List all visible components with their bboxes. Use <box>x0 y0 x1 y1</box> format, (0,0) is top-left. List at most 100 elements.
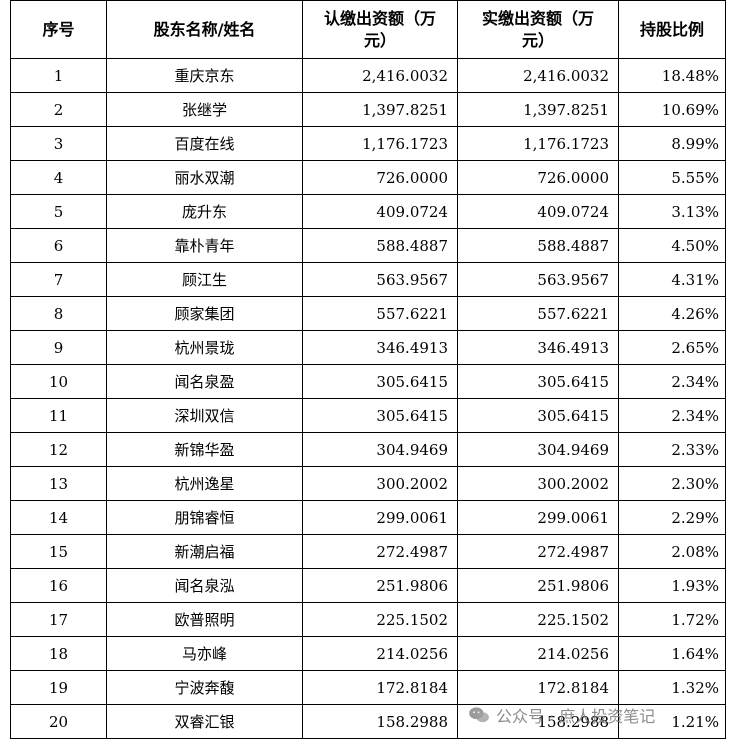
row-shareholding-ratio: 1.72% <box>618 602 726 637</box>
row-shareholding-ratio: 18.48% <box>618 58 726 93</box>
row-shareholding-ratio: 1.21% <box>618 704 726 739</box>
row-index: 3 <box>10 126 107 161</box>
row-shareholder-name: 闻名泉盈 <box>106 364 303 399</box>
row-index: 19 <box>10 670 107 705</box>
table-row: 11 深圳双信 305.6415 305.6415 2.34% <box>10 398 726 433</box>
row-index: 11 <box>10 398 107 433</box>
row-shareholder-name: 朋锦睿恒 <box>106 500 303 535</box>
row-shareholding-ratio: 2.30% <box>618 466 726 501</box>
table-row: 10 闻名泉盈 305.6415 305.6415 2.34% <box>10 364 726 399</box>
row-subscribed-capital: 726.0000 <box>302 160 458 195</box>
row-shareholder-name: 丽水双潮 <box>106 160 303 195</box>
row-shareholding-ratio: 10.69% <box>618 92 726 127</box>
table-row: 7 顾江生 563.9567 563.9567 4.31% <box>10 262 726 297</box>
row-shareholding-ratio: 2.08% <box>618 534 726 569</box>
table-row: 12 新锦华盈 304.9469 304.9469 2.33% <box>10 432 726 467</box>
row-shareholding-ratio: 2.33% <box>618 432 726 467</box>
row-shareholding-ratio: 2.65% <box>618 330 726 365</box>
row-shareholding-ratio: 1.93% <box>618 568 726 603</box>
row-paid-capital: 557.6221 <box>457 296 619 331</box>
row-paid-capital: 346.4913 <box>457 330 619 365</box>
row-shareholder-name: 百度在线 <box>106 126 303 161</box>
row-subscribed-capital: 272.4987 <box>302 534 458 569</box>
table-row: 19 宁波奔馥 172.8184 172.8184 1.32% <box>10 670 726 705</box>
row-subscribed-capital: 588.4887 <box>302 228 458 263</box>
row-index: 10 <box>10 364 107 399</box>
row-subscribed-capital: 251.9806 <box>302 568 458 603</box>
table-row: 4 丽水双潮 726.0000 726.0000 5.55% <box>10 160 726 195</box>
table-row: 9 杭州景珑 346.4913 346.4913 2.65% <box>10 330 726 365</box>
table-header-row: 序号 股东名称/姓名 认缴出资额（万元） 实缴出资额（万元） 持股比例 <box>10 0 726 59</box>
table-row: 15 新潮启福 272.4987 272.4987 2.08% <box>10 534 726 569</box>
row-index: 18 <box>10 636 107 671</box>
row-shareholding-ratio: 1.64% <box>618 636 726 671</box>
row-index: 6 <box>10 228 107 263</box>
row-shareholder-name: 深圳双信 <box>106 398 303 433</box>
row-subscribed-capital: 225.1502 <box>302 602 458 637</box>
row-paid-capital: 409.0724 <box>457 194 619 229</box>
row-paid-capital: 158.2988 <box>457 704 619 739</box>
row-subscribed-capital: 304.9469 <box>302 432 458 467</box>
row-shareholding-ratio: 8.99% <box>618 126 726 161</box>
row-paid-capital: 1,176.1723 <box>457 126 619 161</box>
row-shareholder-name: 新潮启福 <box>106 534 303 569</box>
row-paid-capital: 2,416.0032 <box>457 58 619 93</box>
row-paid-capital: 305.6415 <box>457 398 619 433</box>
row-paid-capital: 563.9567 <box>457 262 619 297</box>
row-paid-capital: 304.9469 <box>457 432 619 467</box>
row-subscribed-capital: 346.4913 <box>302 330 458 365</box>
row-paid-capital: 272.4987 <box>457 534 619 569</box>
row-shareholding-ratio: 4.31% <box>618 262 726 297</box>
row-shareholding-ratio: 2.29% <box>618 500 726 535</box>
row-paid-capital: 1,397.8251 <box>457 92 619 127</box>
row-shareholder-name: 杭州逸星 <box>106 466 303 501</box>
table-row: 8 顾家集团 557.6221 557.6221 4.26% <box>10 296 726 331</box>
row-shareholding-ratio: 3.13% <box>618 194 726 229</box>
row-paid-capital: 225.1502 <box>457 602 619 637</box>
row-shareholding-ratio: 2.34% <box>618 364 726 399</box>
row-index: 8 <box>10 296 107 331</box>
row-shareholder-name: 马亦峰 <box>106 636 303 671</box>
header-paid-capital: 实缴出资额（万元） <box>457 0 619 59</box>
row-index: 1 <box>10 58 107 93</box>
row-shareholder-name: 欧普照明 <box>106 602 303 637</box>
row-subscribed-capital: 1,176.1723 <box>302 126 458 161</box>
row-index: 12 <box>10 432 107 467</box>
header-shareholder-name: 股东名称/姓名 <box>106 0 303 59</box>
row-subscribed-capital: 305.6415 <box>302 398 458 433</box>
row-index: 2 <box>10 92 107 127</box>
table-row: 1 重庆京东 2,416.0032 2,416.0032 18.48% <box>10 58 726 93</box>
row-shareholding-ratio: 5.55% <box>618 160 726 195</box>
row-subscribed-capital: 305.6415 <box>302 364 458 399</box>
row-shareholder-name: 闻名泉泓 <box>106 568 303 603</box>
table-row: 17 欧普照明 225.1502 225.1502 1.72% <box>10 602 726 637</box>
table-row: 20 双睿汇银 158.2988 158.2988 1.21% <box>10 704 726 739</box>
row-shareholder-name: 重庆京东 <box>106 58 303 93</box>
row-paid-capital: 300.2002 <box>457 466 619 501</box>
row-shareholder-name: 庞升东 <box>106 194 303 229</box>
row-shareholding-ratio: 1.32% <box>618 670 726 705</box>
header-subscribed-capital: 认缴出资额（万元） <box>302 0 458 59</box>
row-index: 9 <box>10 330 107 365</box>
row-index: 14 <box>10 500 107 535</box>
row-index: 7 <box>10 262 107 297</box>
row-index: 13 <box>10 466 107 501</box>
row-subscribed-capital: 563.9567 <box>302 262 458 297</box>
row-shareholder-name: 靠朴青年 <box>106 228 303 263</box>
row-subscribed-capital: 158.2988 <box>302 704 458 739</box>
header-index: 序号 <box>10 0 107 59</box>
row-subscribed-capital: 172.8184 <box>302 670 458 705</box>
table-row: 18 马亦峰 214.0256 214.0256 1.64% <box>10 636 726 671</box>
row-subscribed-capital: 1,397.8251 <box>302 92 458 127</box>
row-index: 17 <box>10 602 107 637</box>
table-row: 16 闻名泉泓 251.9806 251.9806 1.93% <box>10 568 726 603</box>
row-shareholder-name: 顾江生 <box>106 262 303 297</box>
row-subscribed-capital: 300.2002 <box>302 466 458 501</box>
shareholder-table: 序号 股东名称/姓名 认缴出资额（万元） 实缴出资额（万元） 持股比例 1 重庆京… <box>10 0 726 739</box>
row-paid-capital: 214.0256 <box>457 636 619 671</box>
row-paid-capital: 299.0061 <box>457 500 619 535</box>
table-row: 13 杭州逸星 300.2002 300.2002 2.30% <box>10 466 726 501</box>
row-shareholder-name: 杭州景珑 <box>106 330 303 365</box>
row-index: 15 <box>10 534 107 569</box>
row-shareholder-name: 宁波奔馥 <box>106 670 303 705</box>
